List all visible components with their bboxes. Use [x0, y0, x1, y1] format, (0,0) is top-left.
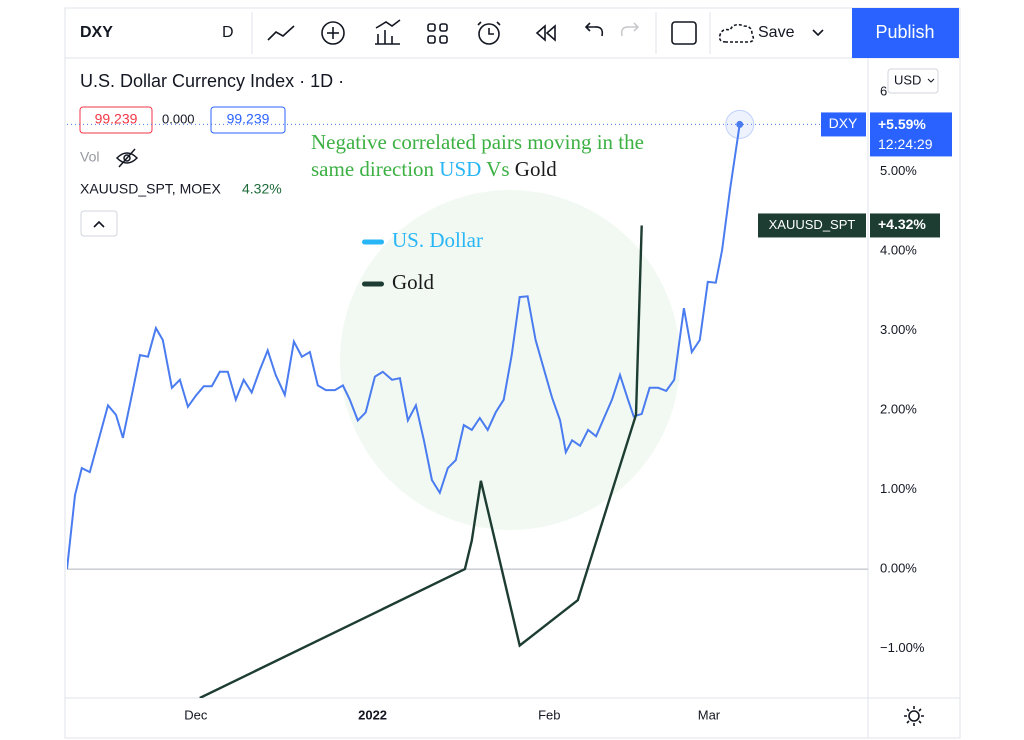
x-tick-label: 2022	[358, 707, 387, 722]
bid-box	[79, 106, 153, 134]
x-tick-label: Dec	[184, 707, 208, 722]
collapse-button[interactable]	[80, 210, 118, 237]
annotation-line: Negative correlated pairs moving in the	[311, 130, 644, 154]
dxy-time: 12:24:29	[878, 136, 933, 152]
publish-label: Publish	[875, 22, 934, 42]
y-tick-label: 3.00%	[880, 322, 917, 337]
spread: 0.000	[162, 111, 195, 126]
symbol[interactable]: DXY	[80, 24, 113, 41]
legend-label: Gold	[392, 270, 435, 294]
gold-tag	[758, 213, 866, 238]
ask: 99.239	[227, 111, 270, 127]
bid: 99.239	[95, 111, 138, 127]
series-line	[199, 225, 643, 698]
annotation-part: same direction	[311, 157, 439, 181]
x-tick-label: Mar	[698, 707, 721, 722]
collapse-icon	[93, 220, 105, 228]
gold-price-tag	[870, 213, 940, 238]
compare-symbol: XAUUSD_SPT, MOEX	[80, 181, 221, 197]
dxy-price-tag	[870, 112, 952, 157]
y-tick-label: 1.00%	[880, 481, 917, 496]
chart-title: U.S. Dollar Currency Index · 1D ·	[80, 71, 344, 91]
gold-change: +4.32%	[878, 216, 926, 232]
x-tick-label: Feb	[538, 707, 560, 722]
dxy-change: +5.59%	[878, 116, 926, 132]
compare-change: 4.32%	[242, 181, 282, 197]
y-tick-label: 6	[880, 83, 887, 98]
dxy-tag-label: DXY	[829, 115, 858, 131]
annotation-part: USD	[439, 157, 481, 181]
volume-label: Vol	[80, 149, 99, 165]
publish-button[interactable]	[852, 8, 959, 58]
dxy-tag	[821, 112, 866, 137]
currency: USD	[894, 72, 921, 87]
toolbar-icons[interactable]	[267, 19, 824, 45]
save-button[interactable]: Save	[758, 24, 795, 41]
legend-swatch	[362, 239, 384, 245]
last-point	[736, 120, 744, 128]
y-tick-label: 2.00%	[880, 401, 917, 416]
gold-tag-label: XAUUSD_SPT	[769, 217, 856, 232]
legend-label: US. Dollar	[392, 228, 483, 252]
settings-icon[interactable]	[904, 706, 924, 726]
annotation-part: Vs	[481, 157, 514, 181]
currency-button[interactable]	[887, 68, 939, 94]
y-tick-label: 5.00%	[880, 163, 917, 178]
annotation-line: same direction USD Vs Gold	[311, 157, 557, 181]
ask-box	[210, 106, 286, 134]
series-line	[67, 124, 741, 570]
annotation-part: Gold	[515, 157, 558, 181]
y-tick-label: −1.00%	[880, 640, 925, 655]
currency-caret	[927, 78, 935, 83]
y-tick-label: 4.00%	[880, 242, 917, 257]
interval[interactable]: D	[222, 24, 234, 41]
hide-icon[interactable]	[115, 148, 139, 168]
y-tick-label: 0.00%	[880, 561, 917, 576]
legend-swatch	[362, 281, 384, 287]
